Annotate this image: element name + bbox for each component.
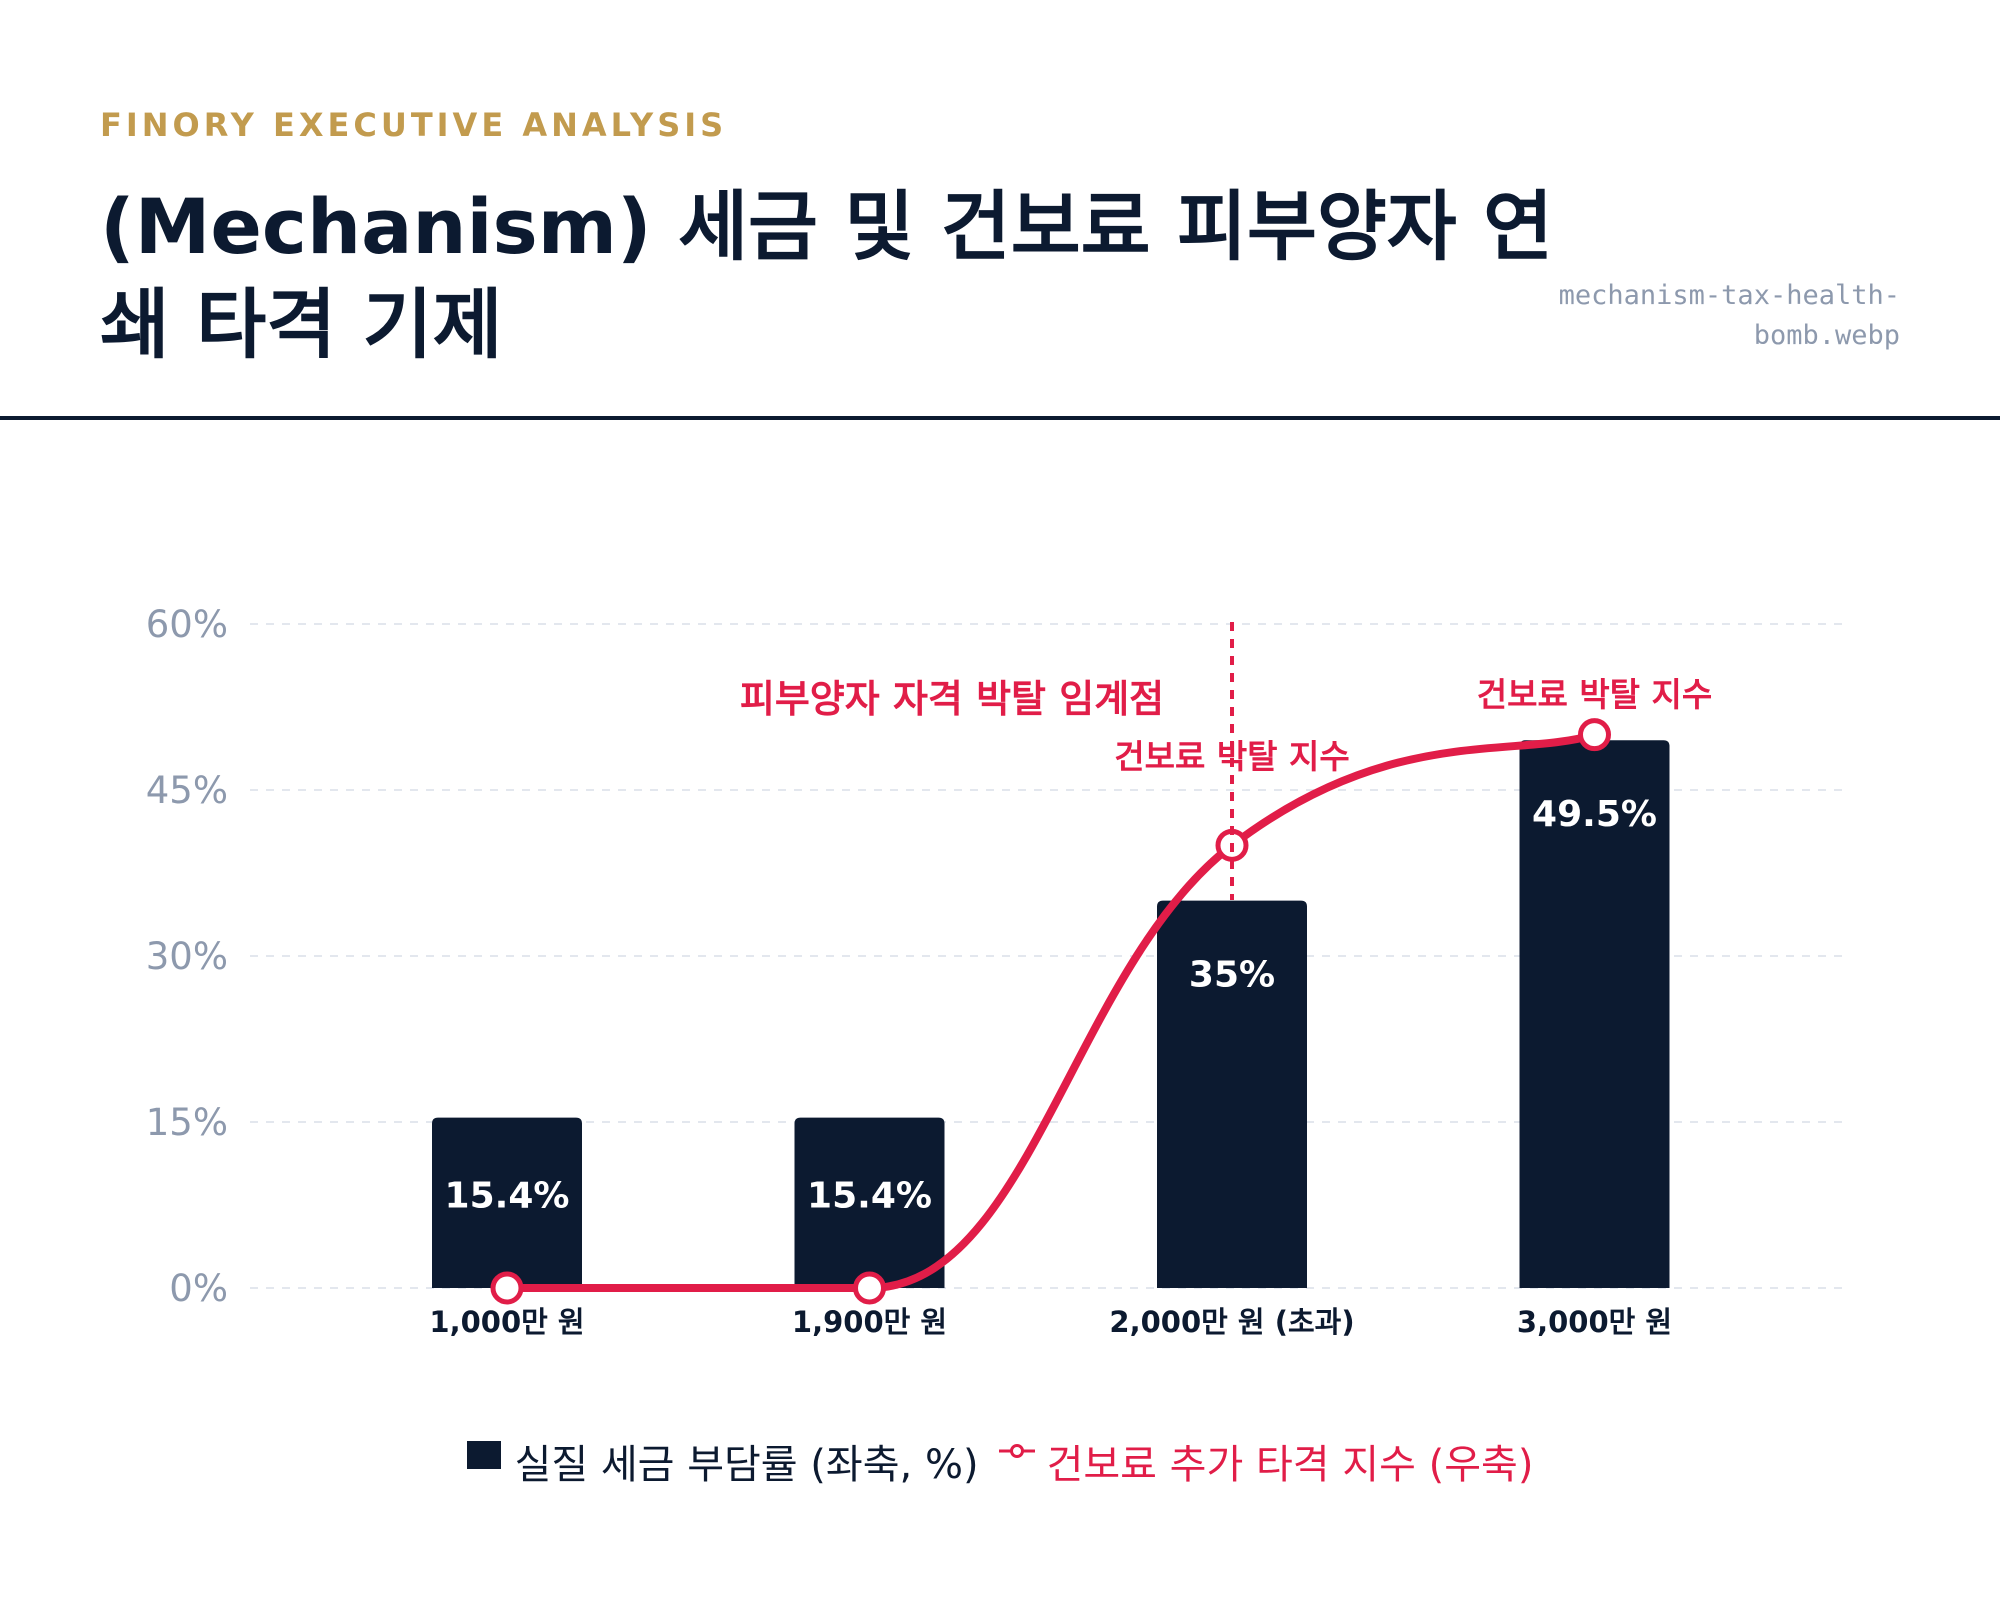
page-title: (Mechanism) 세금 및 건보료 피부양자 연쇄 타격 기제 [100, 182, 1554, 369]
legend-bar-label: 실질 세금 부담률 (좌축, %) [514, 1442, 979, 1488]
x-tick-label: 1,900만 원 [792, 1305, 947, 1339]
line-point [490, 1271, 524, 1305]
bar [1157, 900, 1307, 1288]
bar-value-label: 49.5% [1532, 794, 1657, 835]
bar-value-label: 15.4% [807, 1176, 932, 1217]
legend-bar-swatch [466, 1441, 501, 1469]
line-path [503, 730, 1599, 1293]
annotation-point-label: 건보료 박탈 지수 [1477, 675, 1713, 714]
data-labels: 15.4% 15.4% 35% 49.5% [445, 794, 1657, 1216]
y-tick-label: 45% [146, 769, 228, 812]
legend-line-label: 건보료 추가 타격 지수 (우축) [1046, 1442, 1534, 1488]
annotation-point-label: 건보료 박탈 지수 [1114, 737, 1350, 776]
bar-value-label: 15.4% [445, 1176, 570, 1217]
annotation-threshold: 피부양자 자격 박탈 임계점 [740, 677, 1164, 721]
legend-line-swatch [998, 1444, 1035, 1458]
filename-label: mechanism-tax-health-bomb.webp [1558, 280, 1900, 351]
line-point [1578, 718, 1611, 752]
header-divider [0, 416, 2000, 420]
x-tick-label: 3,000만 원 [1517, 1305, 1672, 1339]
line-point [853, 1271, 886, 1305]
x-tick-label: 2,000만 원 (초과) [1109, 1305, 1354, 1339]
y-tick-label: 30% [146, 935, 228, 978]
bar-series [432, 740, 1670, 1288]
brand-label: FINORY EXECUTIVE ANALYSIS [100, 106, 728, 144]
legend-item-line[interactable]: 건보료 추가 타격 지수 (우축) [998, 1432, 1534, 1490]
x-tick-label: 1,000만 원 [429, 1305, 584, 1339]
x-axis: 1,000만 원 1,900만 원 2,000만 원 (초과) 3,000만 원 [429, 1305, 1672, 1339]
y-axis: 0% 15% 30% 45% 60% [146, 603, 228, 1310]
bar-value-label: 35% [1189, 955, 1275, 996]
legend: 실질 세금 부담률 (좌축, %) 건보료 추가 타격 지수 (우축) [0, 1432, 2000, 1490]
y-tick-label: 60% [146, 603, 228, 646]
y-tick-label: 0% [169, 1267, 228, 1310]
y-tick-label: 15% [146, 1101, 228, 1144]
line-series [490, 718, 1611, 1305]
bar [432, 1117, 582, 1288]
bar [1519, 740, 1670, 1288]
bar [794, 1117, 945, 1288]
legend-item-bar[interactable]: 실질 세금 부담률 (좌축, %) [466, 1432, 979, 1490]
